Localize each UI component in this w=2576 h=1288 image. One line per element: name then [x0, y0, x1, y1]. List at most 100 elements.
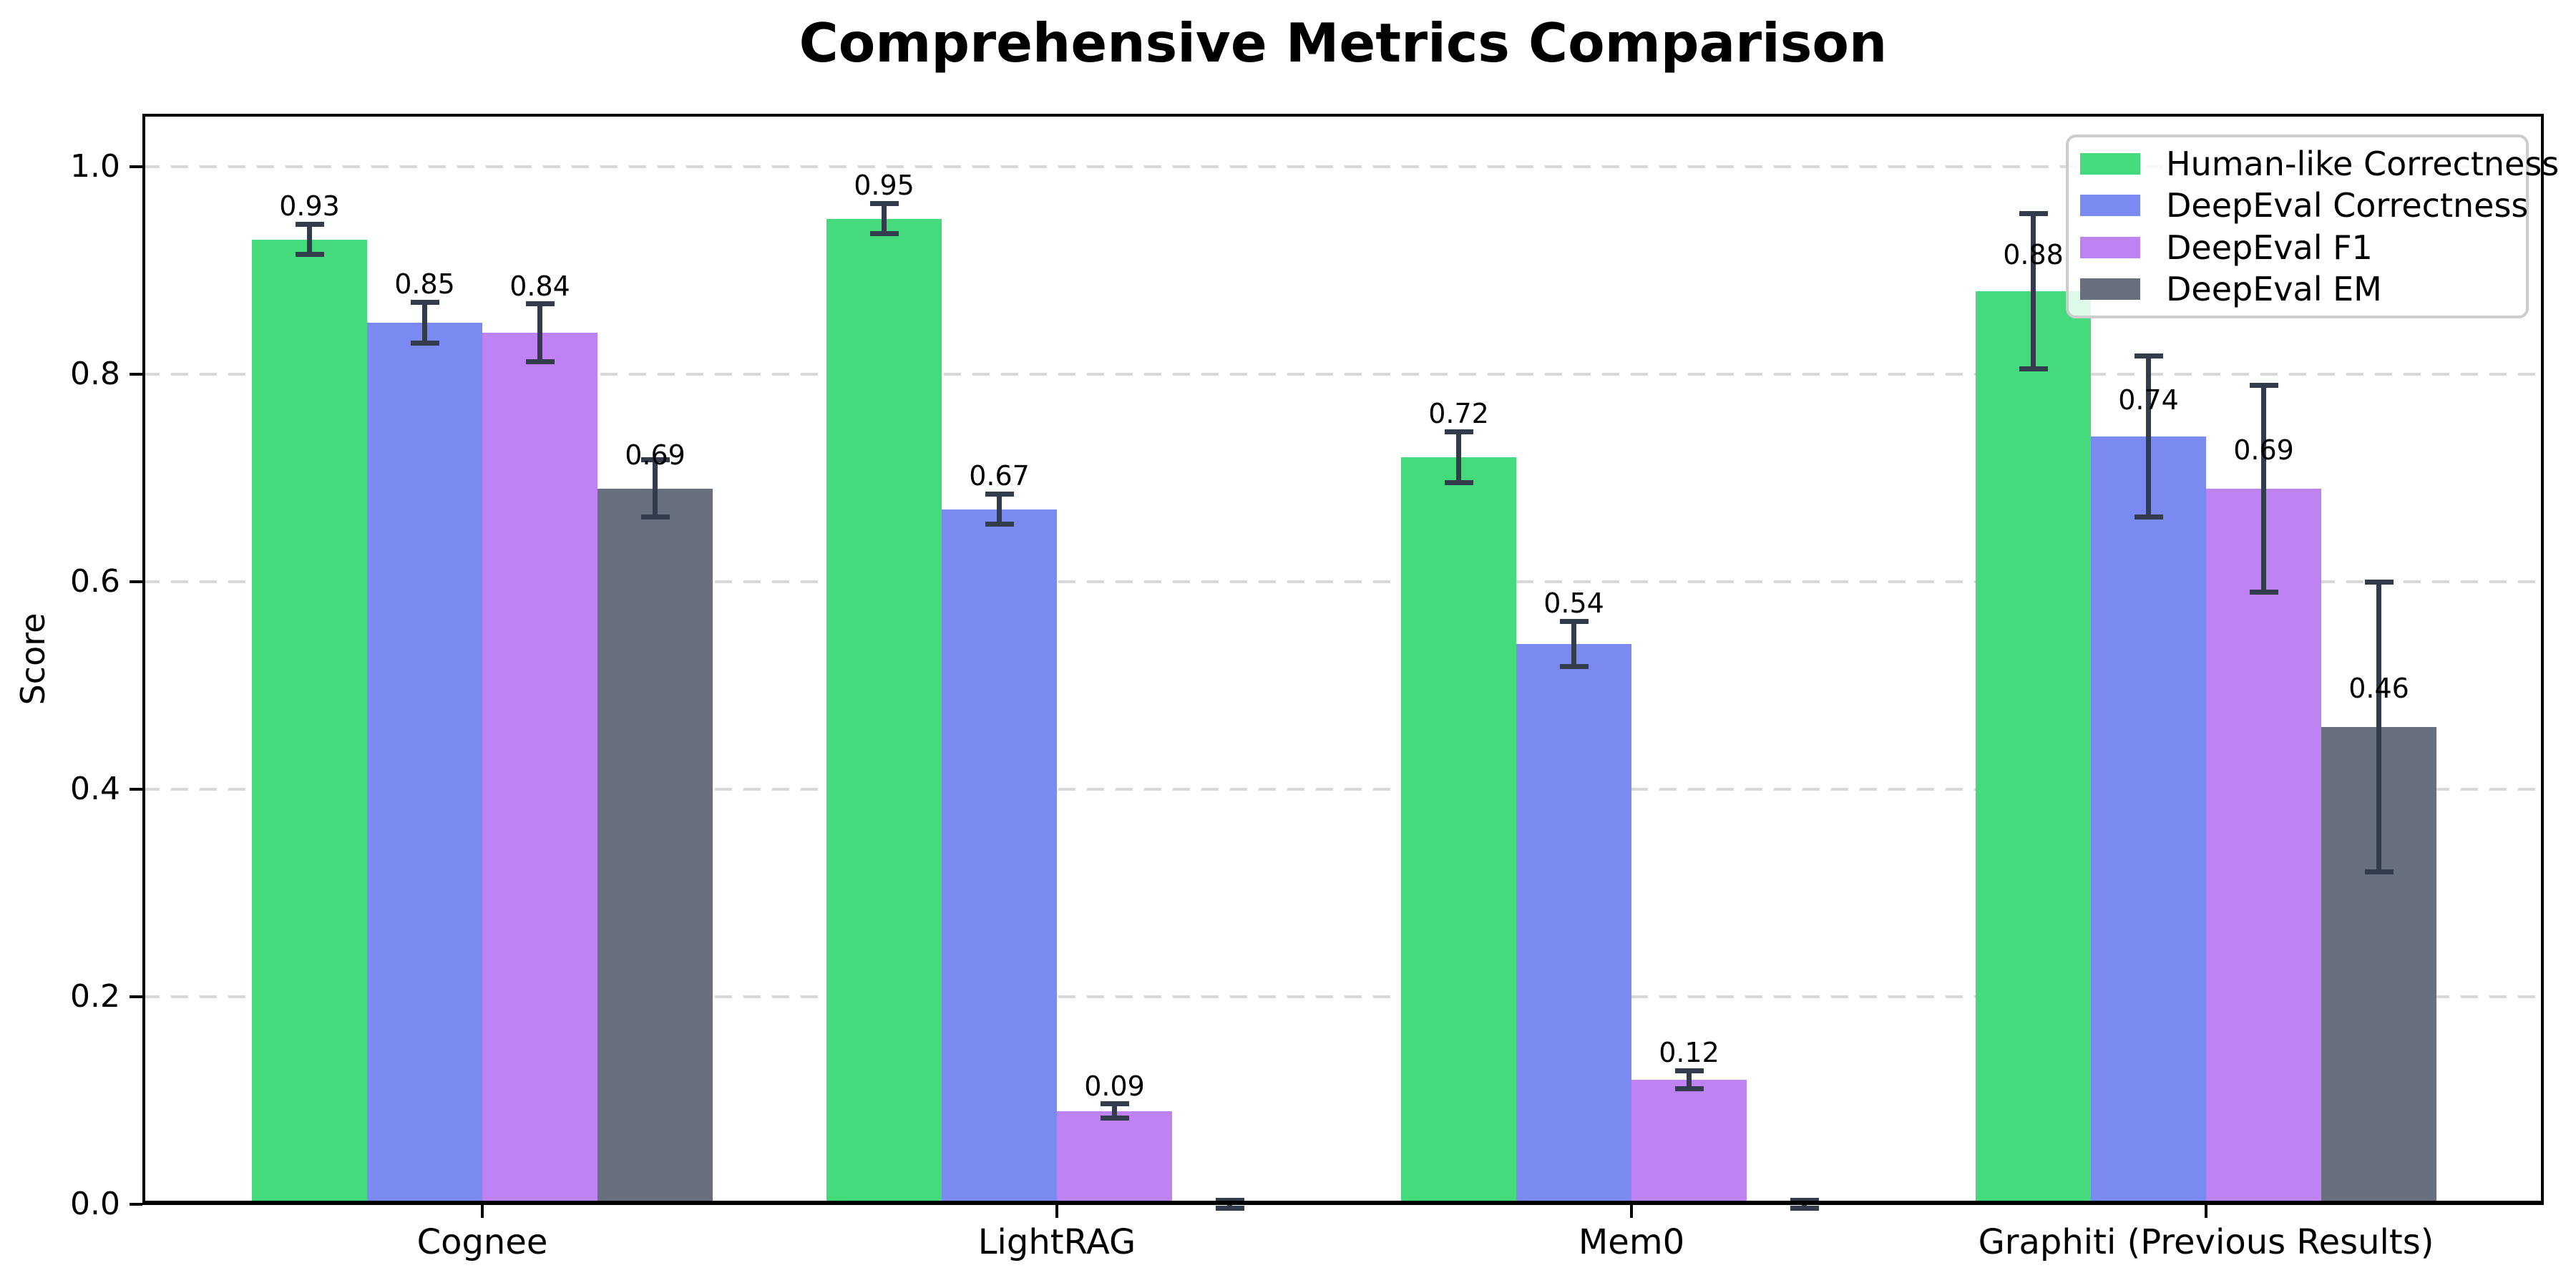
error-bar-cap-top: [525, 301, 555, 307]
x-tick-label: Cognee: [416, 1222, 548, 1262]
bar: [826, 218, 942, 1204]
y-tick: [130, 788, 142, 791]
bar-value-label: 0.09: [1084, 1070, 1145, 1102]
bar: [1401, 457, 1516, 1204]
error-bar-cap-bottom: [410, 340, 439, 346]
y-tick: [130, 1203, 142, 1206]
bar: [1516, 644, 1631, 1204]
gridline: [142, 788, 2544, 791]
y-tick-label: 0.2: [70, 978, 120, 1015]
x-tick-label: Graphiti (Previous Results): [1978, 1222, 2434, 1262]
bar-value-label: 0.95: [854, 170, 914, 202]
bar-value-label: 0.84: [509, 270, 570, 302]
error-bar-cap-bottom: [295, 252, 324, 258]
plot-area: 0.93 0.85 0.84 0.69 0.95 0.67 0.09 0.72 0.54 0.12…: [142, 114, 2559, 1211]
error-bar-cap-bottom: [2019, 366, 2048, 371]
bar: [367, 322, 482, 1204]
error-bar-cap-bottom: [525, 358, 555, 364]
error-bar-cap-top: [640, 457, 670, 462]
error-bar-cap-bottom: [869, 231, 899, 237]
error-bar-cap-top: [2249, 382, 2278, 388]
y-tick-label: 0.8: [70, 356, 120, 392]
x-tick: [2205, 1205, 2207, 1218]
error-bar-cap-top: [410, 299, 439, 305]
error-bar-line: [653, 459, 658, 518]
error-bar-cap-top: [1215, 1198, 1244, 1204]
bar-value-label: 0.12: [1659, 1037, 1719, 1069]
y-axis-label: Score: [14, 613, 52, 706]
bar: [1976, 291, 2091, 1204]
bar-value-label: 0.54: [1543, 587, 1604, 620]
error-bar-cap-top: [2134, 353, 2163, 358]
bar-value-label: 0.69: [2233, 434, 2294, 466]
bar-value-label: 0.88: [2003, 239, 2064, 271]
bar: [2206, 488, 2321, 1204]
bar-value-label: 0.69: [625, 439, 686, 472]
error-bar-cap-top: [2364, 580, 2394, 585]
error-bar-line: [997, 493, 1002, 525]
bar: [1057, 1111, 1172, 1204]
chart-title: Comprehensive Metrics Comparison: [799, 11, 1888, 74]
legend-swatch: [2080, 236, 2140, 258]
error-bar-cap-bottom: [640, 514, 670, 520]
x-tick: [481, 1205, 484, 1218]
error-bar-line: [537, 303, 542, 362]
legend-label: Human-like Correctness: [2166, 145, 2560, 184]
y-tick-label: 0.0: [70, 1186, 120, 1222]
y-tick-label: 0.6: [70, 563, 120, 600]
error-bar-cap-bottom: [2249, 589, 2278, 595]
x-tick: [1630, 1205, 1633, 1218]
error-bar-cap-bottom: [1790, 1205, 1819, 1211]
error-bar-cap-bottom: [2134, 514, 2163, 520]
legend-item: DeepEval F1: [2080, 231, 2514, 264]
legend-swatch: [2080, 278, 2140, 300]
x-tick-label: Mem0: [1578, 1222, 1685, 1262]
legend-item: DeepEval EM: [2080, 273, 2514, 306]
bar: [597, 488, 713, 1204]
error-bar-cap-top: [1100, 1101, 1129, 1107]
error-bar-cap-top: [1674, 1068, 1704, 1073]
y-tick-label: 0.4: [70, 771, 120, 807]
bar-value-label: 0.67: [969, 460, 1030, 492]
error-bar-line: [422, 301, 427, 343]
error-bar-line: [2261, 384, 2266, 592]
y-tick: [130, 373, 142, 376]
y-tick: [130, 165, 142, 168]
error-bar-cap-bottom: [1674, 1086, 1704, 1092]
error-bar-cap-bottom: [1444, 480, 1473, 486]
error-bar-line: [1687, 1070, 1692, 1090]
y-tick: [130, 995, 142, 998]
gridline: [142, 165, 2544, 168]
error-bar-line: [1571, 621, 1576, 667]
bar: [942, 509, 1057, 1204]
error-bar-cap-bottom: [1559, 663, 1589, 669]
bar-value-label: 0.85: [394, 268, 455, 300]
error-bar-cap-top: [985, 491, 1014, 497]
bar-value-label: 0.74: [2118, 384, 2179, 416]
error-bar-cap-top: [1559, 619, 1589, 625]
error-bar-cap-top: [869, 200, 899, 206]
bar: [1631, 1080, 1747, 1204]
error-bar-cap-bottom: [985, 522, 1014, 527]
error-bar-cap-bottom: [1215, 1205, 1244, 1211]
bar: [252, 239, 367, 1204]
error-bar-line: [2031, 213, 2036, 369]
y-tick-label: 1.0: [70, 148, 120, 185]
gridline: [142, 373, 2544, 376]
y-tick: [130, 580, 142, 583]
x-tick-label: LightRAG: [977, 1222, 1136, 1262]
bar-value-label: 0.46: [2348, 673, 2409, 705]
gridline: [142, 995, 2544, 998]
legend-label: DeepEval F1: [2166, 228, 2373, 267]
bar-value-label: 0.72: [1428, 398, 1489, 430]
bar: [2091, 436, 2206, 1204]
legend-label: DeepEval Correctness: [2166, 186, 2529, 225]
error-bar-line: [2376, 582, 2381, 872]
error-bar-cap-bottom: [1100, 1115, 1129, 1121]
error-bar-cap-top: [2019, 211, 2048, 217]
error-bar-cap-top: [1790, 1198, 1819, 1204]
legend-swatch: [2080, 195, 2140, 217]
error-bar-line: [307, 223, 312, 255]
legend: Human-like Correctness DeepEval Correctne…: [2066, 135, 2559, 318]
